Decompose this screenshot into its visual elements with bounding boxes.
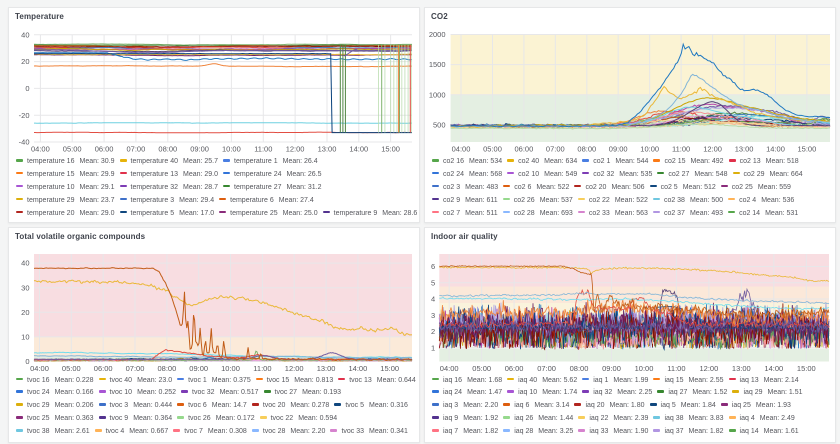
- svg-text:30: 30: [21, 283, 29, 292]
- svg-text:0: 0: [25, 84, 29, 93]
- svg-text:08:00: 08:00: [570, 364, 589, 373]
- svg-text:13:00: 13:00: [735, 145, 754, 154]
- svg-text:06:00: 06:00: [94, 364, 113, 373]
- svg-text:2000: 2000: [429, 30, 446, 39]
- svg-text:08:00: 08:00: [158, 145, 177, 154]
- svg-text:10:00: 10:00: [635, 364, 654, 373]
- svg-text:11:00: 11:00: [672, 145, 690, 154]
- svg-text:500: 500: [433, 120, 446, 129]
- svg-text:07:00: 07:00: [537, 364, 556, 373]
- svg-text:09:00: 09:00: [609, 145, 628, 154]
- svg-text:05:00: 05:00: [483, 145, 502, 154]
- svg-text:4: 4: [431, 295, 435, 304]
- svg-text:3: 3: [431, 311, 435, 320]
- svg-text:14:00: 14:00: [349, 364, 368, 373]
- svg-text:14:00: 14:00: [349, 145, 368, 154]
- svg-text:-20: -20: [19, 111, 30, 120]
- svg-text:2: 2: [431, 327, 435, 336]
- svg-text:15:00: 15:00: [797, 364, 816, 373]
- svg-text:14:00: 14:00: [766, 145, 785, 154]
- svg-text:04:00: 04:00: [31, 145, 50, 154]
- svg-text:10:00: 10:00: [221, 364, 240, 373]
- svg-text:12:00: 12:00: [285, 364, 304, 373]
- svg-text:08:00: 08:00: [577, 145, 596, 154]
- svg-text:15:00: 15:00: [380, 364, 399, 373]
- svg-text:40: 40: [21, 259, 29, 268]
- svg-text:13:00: 13:00: [317, 364, 336, 373]
- svg-text:11:00: 11:00: [254, 145, 272, 154]
- svg-text:05:00: 05:00: [63, 145, 82, 154]
- svg-text:07:00: 07:00: [126, 364, 145, 373]
- svg-text:13:00: 13:00: [318, 145, 337, 154]
- svg-text:06:00: 06:00: [95, 145, 114, 154]
- svg-text:06:00: 06:00: [515, 145, 534, 154]
- svg-text:09:00: 09:00: [602, 364, 621, 373]
- svg-text:04:00: 04:00: [452, 145, 471, 154]
- svg-text:1500: 1500: [429, 60, 446, 69]
- svg-text:08:00: 08:00: [158, 364, 177, 373]
- svg-text:1: 1: [431, 343, 435, 352]
- svg-text:07:00: 07:00: [127, 145, 146, 154]
- svg-text:15:00: 15:00: [798, 145, 817, 154]
- svg-text:11:00: 11:00: [667, 364, 685, 373]
- svg-text:13:00: 13:00: [732, 364, 751, 373]
- svg-text:06:00: 06:00: [505, 364, 524, 373]
- svg-text:09:00: 09:00: [190, 145, 209, 154]
- svg-text:09:00: 09:00: [189, 364, 208, 373]
- svg-text:04:00: 04:00: [30, 364, 49, 373]
- svg-text:10:00: 10:00: [222, 145, 241, 154]
- svg-text:40: 40: [21, 30, 29, 39]
- svg-text:1000: 1000: [429, 90, 446, 99]
- svg-text:20: 20: [21, 308, 29, 317]
- svg-text:5: 5: [431, 278, 435, 287]
- svg-text:12:00: 12:00: [700, 364, 719, 373]
- svg-text:0: 0: [25, 357, 29, 366]
- svg-text:6: 6: [431, 262, 435, 271]
- svg-text:20: 20: [21, 57, 29, 66]
- svg-text:14:00: 14:00: [764, 364, 783, 373]
- svg-text:11:00: 11:00: [253, 364, 271, 373]
- svg-text:04:00: 04:00: [440, 364, 459, 373]
- svg-text:-40: -40: [19, 138, 30, 147]
- svg-text:10:00: 10:00: [640, 145, 659, 154]
- svg-text:05:00: 05:00: [62, 364, 81, 373]
- svg-text:07:00: 07:00: [546, 145, 565, 154]
- svg-text:10: 10: [21, 333, 29, 342]
- svg-text:12:00: 12:00: [286, 145, 305, 154]
- svg-text:15:00: 15:00: [381, 145, 400, 154]
- svg-text:05:00: 05:00: [472, 364, 491, 373]
- svg-text:12:00: 12:00: [703, 145, 722, 154]
